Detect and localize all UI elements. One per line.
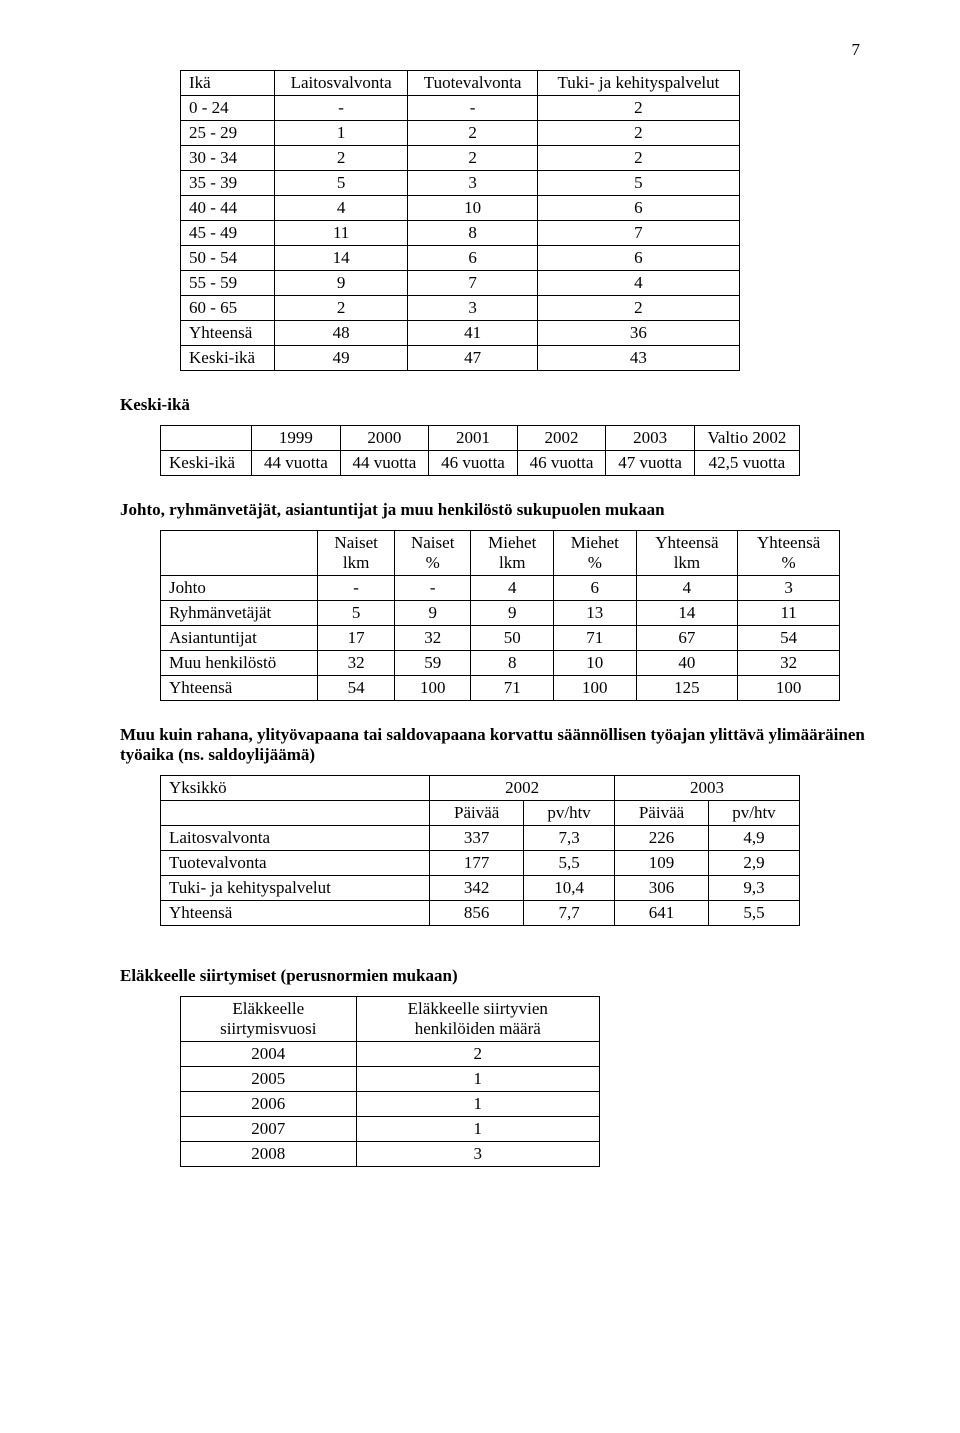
table-row: 35 - 39535	[181, 171, 740, 196]
table-row: Keski-ikä 44 vuotta 44 vuotta 46 vuotta …	[161, 451, 800, 476]
table-row: Asiantuntijat173250716754	[161, 626, 840, 651]
page-number: 7	[852, 40, 861, 60]
table-row: 55 - 59974	[181, 271, 740, 296]
table-row: 30 - 34222	[181, 146, 740, 171]
table-row: 20051	[181, 1067, 600, 1092]
keski-ika-table: 1999 2000 2001 2002 2003 Valtio 2002 Kes…	[160, 425, 800, 476]
heading-keski-ika: Keski-ikä	[120, 395, 870, 415]
table-row: Tuotevalvonta1775,51092,9	[161, 851, 800, 876]
table-header-row: Ikä Laitosvalvonta Tuotevalvonta Tuki- j…	[181, 71, 740, 96]
col-header: Laitosvalvonta	[274, 71, 407, 96]
table-row: Johto--4643	[161, 576, 840, 601]
document-page: 7 Ikä Laitosvalvonta Tuotevalvonta Tuki-…	[0, 0, 960, 1433]
heading-elakkeelle: Eläkkeelle siirtymiset (perusnormien muk…	[120, 966, 870, 986]
table-row: Yhteensä5410071100125100	[161, 676, 840, 701]
table-header-row: 1999 2000 2001 2002 2003 Valtio 2002	[161, 426, 800, 451]
table-subheader-row: Päivää pv/htv Päivää pv/htv	[161, 801, 800, 826]
gender-table: Naisetlkm Naiset% Miehetlkm Miehet% Yhte…	[160, 530, 840, 701]
table-row: Yhteensä8567,76415,5	[161, 901, 800, 926]
table-row: 20071	[181, 1117, 600, 1142]
table-header-row: Naisetlkm Naiset% Miehetlkm Miehet% Yhte…	[161, 531, 840, 576]
table-row: 60 - 65232	[181, 296, 740, 321]
retirement-table: Eläkkeellesiirtymisvuosi Eläkkeelle siir…	[180, 996, 600, 1167]
table-row: 25 - 29122	[181, 121, 740, 146]
table-row: Keski-ikä494743	[181, 346, 740, 371]
heading-muu: Muu kuin rahana, ylityövapaana tai saldo…	[120, 725, 870, 765]
table-row: Ryhmänvetäjät599131411	[161, 601, 840, 626]
col-header: Ikä	[181, 71, 275, 96]
table-row: 40 - 444106	[181, 196, 740, 221]
table-row: Laitosvalvonta3377,32264,9	[161, 826, 800, 851]
table-row: Yhteensä484136	[181, 321, 740, 346]
col-header: Tuki- ja kehityspalvelut	[537, 71, 739, 96]
overtime-table: Yksikkö 2002 2003 Päivää pv/htv Päivää p…	[160, 775, 800, 926]
heading-johto: Johto, ryhmänvetäjät, asiantuntijat ja m…	[120, 500, 870, 520]
table-row: Muu henkilöstö32598104032	[161, 651, 840, 676]
table-row: 20042	[181, 1042, 600, 1067]
table-row: Tuki- ja kehityspalvelut34210,43069,3	[161, 876, 800, 901]
table-row: 45 - 491187	[181, 221, 740, 246]
table-row: 0 - 24--2	[181, 96, 740, 121]
table-row: 20083	[181, 1142, 600, 1167]
age-table: Ikä Laitosvalvonta Tuotevalvonta Tuki- j…	[180, 70, 740, 371]
table-row: 20061	[181, 1092, 600, 1117]
col-header: Tuotevalvonta	[408, 71, 538, 96]
table-header-row: Yksikkö 2002 2003	[161, 776, 800, 801]
table-row: 50 - 541466	[181, 246, 740, 271]
table-header-row: Eläkkeellesiirtymisvuosi Eläkkeelle siir…	[181, 997, 600, 1042]
